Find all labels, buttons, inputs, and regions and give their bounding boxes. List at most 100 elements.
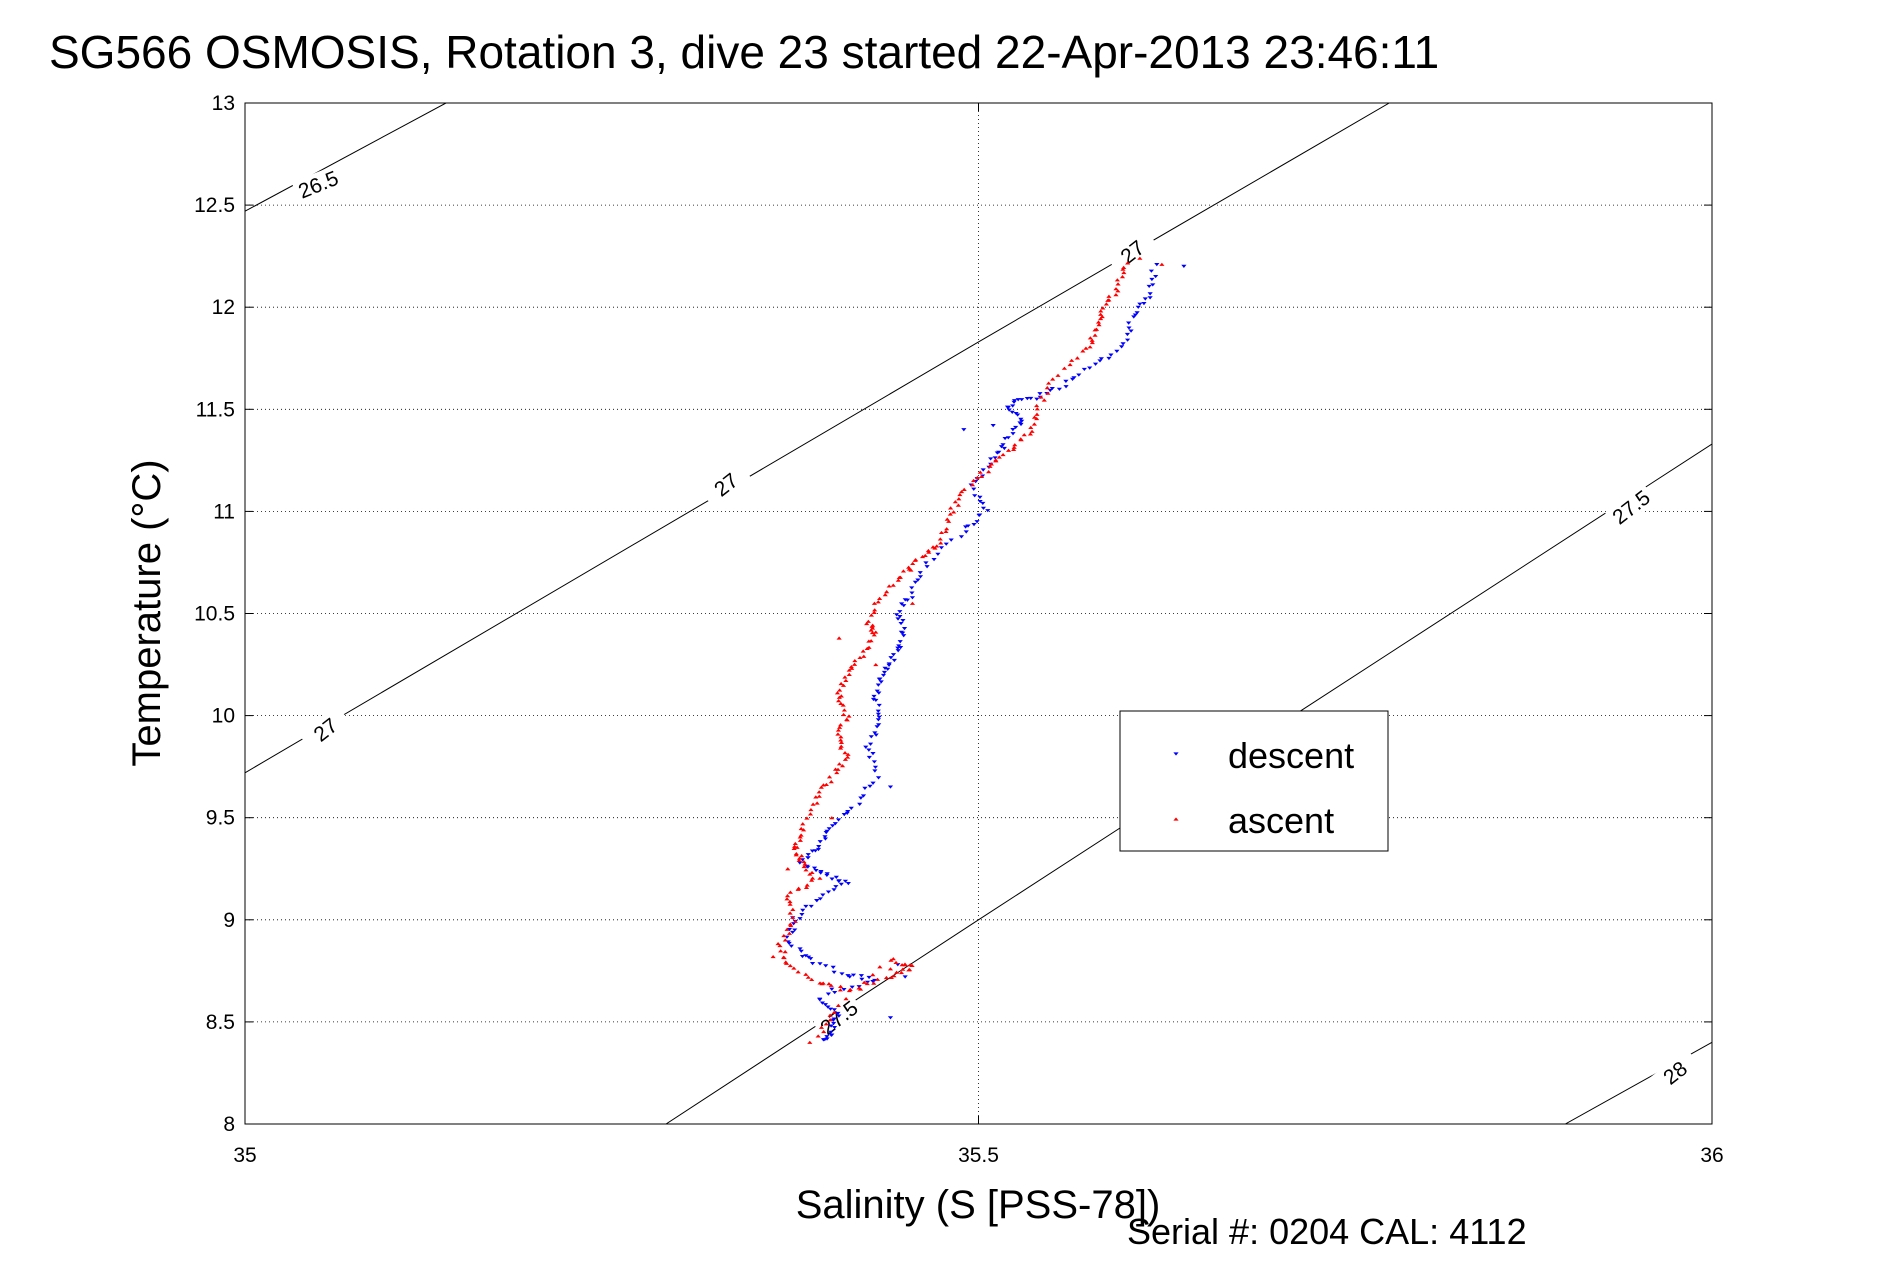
ascent-point	[807, 812, 814, 816]
descent-point	[897, 610, 903, 614]
ascent-point	[826, 775, 833, 779]
descent-point	[786, 928, 793, 932]
ascent-point	[843, 678, 849, 683]
ascent-point	[823, 782, 829, 787]
ascent-point	[784, 893, 791, 898]
ascent-point	[800, 822, 806, 826]
ascent-point	[846, 714, 852, 718]
descent-point	[881, 670, 888, 675]
descent-point	[1181, 264, 1187, 268]
legend-label-descent: descent	[1228, 735, 1354, 776]
ascent-point	[886, 584, 892, 588]
descent-point	[876, 723, 882, 727]
ascent-point	[882, 593, 888, 597]
descent-point	[859, 977, 865, 981]
descent-point	[1000, 443, 1006, 447]
ascent-point	[1115, 289, 1121, 293]
ascent-point	[1050, 377, 1056, 381]
contour-label-bg	[1649, 1048, 1701, 1096]
descent-point	[980, 468, 986, 472]
descent-point	[849, 985, 855, 989]
x-tick-label: 35	[233, 1144, 256, 1167]
ascent-point	[803, 885, 810, 890]
ascent-point	[1099, 314, 1105, 319]
descent-point	[845, 810, 851, 814]
ascent-point	[952, 500, 958, 504]
descent-point	[818, 871, 824, 875]
descent-point	[842, 879, 849, 883]
ascent-point	[1159, 262, 1165, 266]
ascent-point	[838, 681, 844, 686]
ascent-point	[838, 984, 844, 988]
ascent-point	[993, 459, 999, 463]
descent-point	[835, 818, 842, 822]
descent-point	[786, 941, 792, 946]
descent-point	[823, 964, 829, 968]
ascent-point	[1027, 432, 1034, 436]
descent-point	[1011, 399, 1018, 403]
descent-point	[974, 520, 980, 524]
descent-point	[901, 604, 907, 608]
descent-point	[895, 646, 901, 650]
descent-point	[890, 653, 897, 657]
descent-point	[900, 631, 906, 635]
descent-point	[868, 735, 874, 739]
ascent-point	[906, 565, 912, 569]
ascent-point	[810, 802, 816, 806]
ascent-point	[791, 966, 797, 970]
ascent-point	[836, 695, 842, 699]
ascent-point	[1031, 422, 1037, 426]
descent-point	[797, 917, 803, 921]
descent-point	[1146, 284, 1152, 289]
descent-point	[1049, 386, 1055, 391]
ascent-point	[1121, 270, 1127, 275]
descent-point	[1147, 292, 1153, 296]
descent-point	[872, 765, 879, 769]
ascent-point	[860, 649, 866, 653]
y-tick-label: 11	[213, 500, 235, 523]
ascent-point	[796, 858, 802, 862]
ascent-point	[838, 738, 844, 742]
ascent-point	[1028, 425, 1034, 429]
descent-point	[1037, 392, 1043, 396]
descent-point	[1063, 379, 1069, 383]
descent-point	[977, 495, 983, 499]
descent-point	[887, 785, 894, 789]
ascent-point	[869, 624, 875, 628]
descent-point	[877, 677, 883, 681]
ascent-point	[1029, 429, 1035, 433]
descent-point	[1135, 305, 1141, 309]
ascent-point	[943, 529, 949, 534]
descent-point	[808, 904, 814, 909]
ascent-point	[872, 608, 878, 612]
ascent-point	[814, 801, 820, 805]
ascent-point	[996, 455, 1002, 459]
ascent-point	[1092, 333, 1098, 337]
ascent-point	[947, 512, 953, 516]
ascent-point	[847, 987, 853, 991]
ascent-point	[946, 519, 952, 523]
descent-point	[1154, 263, 1160, 267]
descent-point	[841, 813, 847, 817]
x-tick-label: 35.5	[958, 1144, 999, 1167]
ascent-point	[800, 828, 807, 832]
ascent-point	[919, 554, 926, 559]
ascent-point	[809, 870, 815, 875]
descent-point	[1009, 410, 1015, 414]
ascent-point	[1106, 298, 1112, 302]
ascent-point	[777, 943, 783, 948]
descent-point	[1131, 315, 1137, 319]
ascent-point	[791, 846, 797, 850]
descent-point	[817, 840, 823, 844]
ascent-point	[938, 541, 944, 545]
ascent-point	[1045, 391, 1051, 395]
ascent-point	[897, 575, 904, 579]
descent-point	[800, 908, 806, 912]
descent-point	[799, 912, 805, 917]
ascent-point	[816, 790, 822, 794]
descent-point	[1141, 302, 1147, 306]
descent-point	[1137, 302, 1143, 306]
descent-point	[876, 691, 882, 695]
descent-point	[980, 506, 987, 510]
ascent-point	[1100, 306, 1106, 310]
